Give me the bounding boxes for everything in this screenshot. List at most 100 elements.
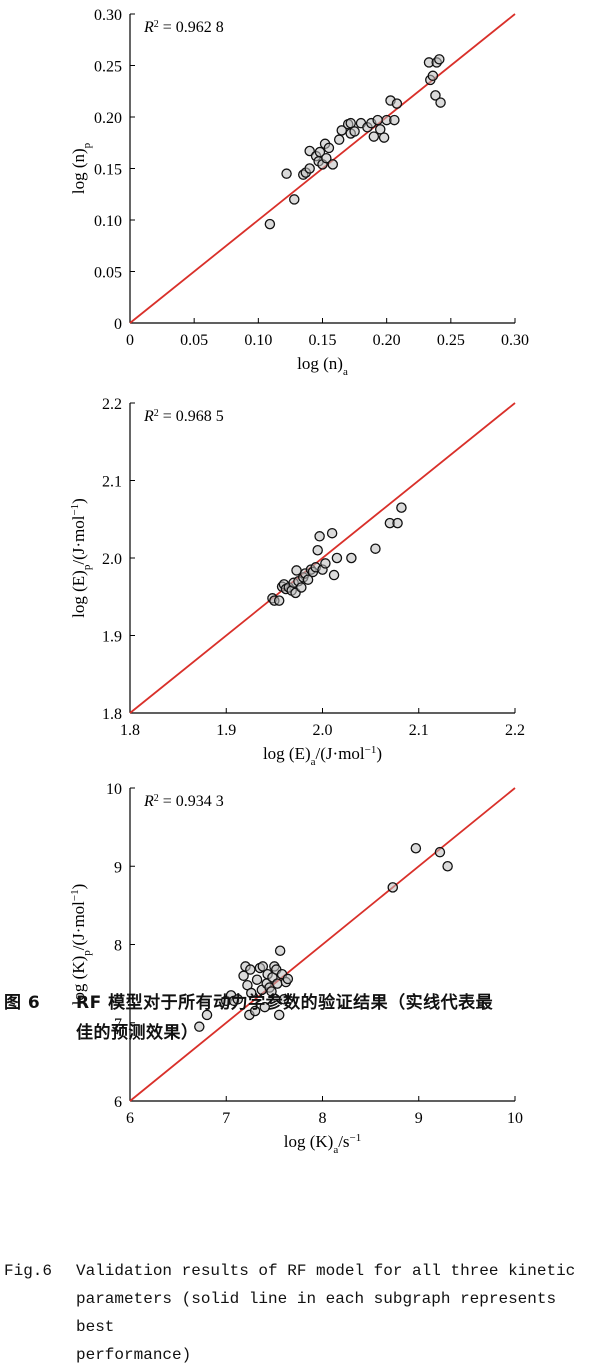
chart-log-k: 66 7 7 8 8 9 9 10 10 R2 = 0.934 3 log (K)a/s−1 log … [69, 781, 523, 1156]
r-squared-label: R2 = 0.934 3 [143, 793, 224, 811]
x-tick-label: 2.2 [505, 722, 525, 739]
x-tick-label: 0 [126, 332, 134, 349]
x-tick-label: 1.8 [120, 722, 140, 739]
x-tick-label: 0.05 [180, 332, 208, 349]
y-axis-label: log (K)p/(J·mol−1) [69, 884, 93, 1006]
y-tick-label: 2.1 [102, 474, 122, 491]
data-point [346, 552, 357, 564]
data-point [333, 134, 345, 145]
data-point [304, 163, 315, 174]
y-tick-label: 8 [114, 938, 122, 955]
data-point [368, 131, 380, 142]
x-tick-label: 7 [222, 1110, 230, 1127]
caption-en-label: Fig.6 [4, 1262, 53, 1280]
caption-zh-label: 图 6 [4, 993, 41, 1013]
x-tick-label: 0.15 [309, 332, 337, 349]
data-point [251, 974, 263, 985]
data-point [281, 168, 292, 179]
data-point [389, 114, 400, 126]
data-point [326, 527, 338, 539]
data-point [435, 97, 446, 108]
data-point [273, 1009, 285, 1021]
y-tick-label: 0 [114, 316, 122, 333]
y-tick-label: 1.9 [102, 629, 122, 646]
caption-en-text-2: parameters (solid line in each subgraph … [76, 1290, 557, 1336]
y-tick-label: 0.15 [94, 162, 122, 179]
y-tick-label: 0.10 [94, 213, 122, 230]
data-point [302, 574, 314, 585]
data-point [314, 146, 326, 158]
x-axis-label: log (K)a/s−1 [284, 1132, 362, 1156]
y-tick-label: 0.20 [94, 110, 122, 127]
data-point [336, 125, 347, 136]
data-point [282, 973, 294, 985]
data-point [323, 142, 335, 154]
data-point [232, 994, 244, 1005]
caption-zh-text-2: 佳的预测效果） [76, 1023, 199, 1043]
y-tick-label: 10 [106, 781, 122, 798]
y-tick-label: 1.8 [102, 706, 122, 723]
x-tick-label: 6 [126, 1110, 134, 1127]
data-point [264, 218, 276, 230]
y-tick-label: 0.05 [94, 265, 122, 282]
data-point [296, 582, 307, 593]
data-point [278, 994, 290, 1005]
x-tick-label: 9 [415, 1110, 423, 1127]
data-point [259, 1001, 270, 1013]
chart-log-n: 00 0.05 0.05 0.10 0.10 0.15 0.15 0.20 0.20 0.25 0.… [69, 7, 529, 378]
data-point [245, 964, 256, 975]
data-point [327, 159, 339, 170]
data-point [434, 846, 446, 858]
y-tick-label: 6 [114, 1094, 122, 1111]
r-squared-label: R2 = 0.962 8 [143, 19, 224, 37]
y-axis-label: log (n)p [69, 142, 93, 194]
data-point [349, 126, 360, 137]
data-point [321, 152, 332, 164]
data-point [274, 945, 286, 957]
x-tick-label: 0.20 [373, 332, 401, 349]
ideal-fit-line [129, 787, 516, 1102]
x-tick-label: 10 [507, 1110, 523, 1127]
data-point [328, 569, 340, 581]
caption-zh-text-1: RF 模型对于所有动力学参数的验证结果（实线代表最 [76, 993, 494, 1013]
caption-en-text-3: performance) [76, 1346, 192, 1364]
x-tick-label: 1.9 [216, 722, 236, 739]
data-point [374, 124, 386, 135]
y-tick-label: 7 [114, 1016, 122, 1033]
chart-log-e: 1.81.8 1.9 1.9 2.0 2.0 2.1 2.1 2.2 2.2 R2 = 0.968… [69, 396, 525, 768]
data-point [194, 1021, 205, 1032]
data-point [266, 986, 277, 997]
y-axis-label: log (E)p/(J·mol−1) [69, 498, 93, 618]
data-point [201, 1009, 213, 1021]
data-point [378, 132, 390, 143]
y-tick-label: 9 [114, 859, 122, 876]
x-axis-label: log (E)a/(J·mol−1) [263, 744, 382, 768]
data-point [249, 1005, 261, 1017]
data-point [434, 54, 445, 65]
data-point [289, 194, 300, 205]
r-squared-label: R2 = 0.968 5 [143, 408, 224, 426]
caption-en-text-1: Validation results of RF model for all t… [76, 1262, 576, 1280]
x-tick-label: 2.0 [313, 722, 333, 739]
y-tick-label: 0.25 [94, 59, 122, 76]
data-point [396, 502, 407, 513]
data-point [345, 117, 356, 129]
data-point [427, 70, 439, 82]
x-tick-label: 0.30 [501, 332, 529, 349]
data-point [246, 987, 257, 999]
data-point [370, 543, 381, 554]
x-tick-label: 8 [319, 1110, 327, 1127]
x-tick-label: 2.1 [409, 722, 429, 739]
y-tick-label: 2.2 [102, 396, 122, 413]
data-point [331, 552, 343, 564]
ideal-fit-line [129, 402, 516, 714]
x-tick-label: 0.25 [437, 332, 465, 349]
data-point [442, 861, 453, 872]
data-point [372, 114, 383, 126]
caption-chinese: 图 6 RF 模型对于所有动力学参数的验证结果（实线代表最 佳的预测效果） [4, 988, 596, 1048]
data-point [314, 531, 325, 542]
data-point [410, 843, 422, 854]
y-tick-label: 2.0 [102, 551, 122, 568]
data-point [430, 90, 441, 101]
data-point [320, 558, 331, 569]
